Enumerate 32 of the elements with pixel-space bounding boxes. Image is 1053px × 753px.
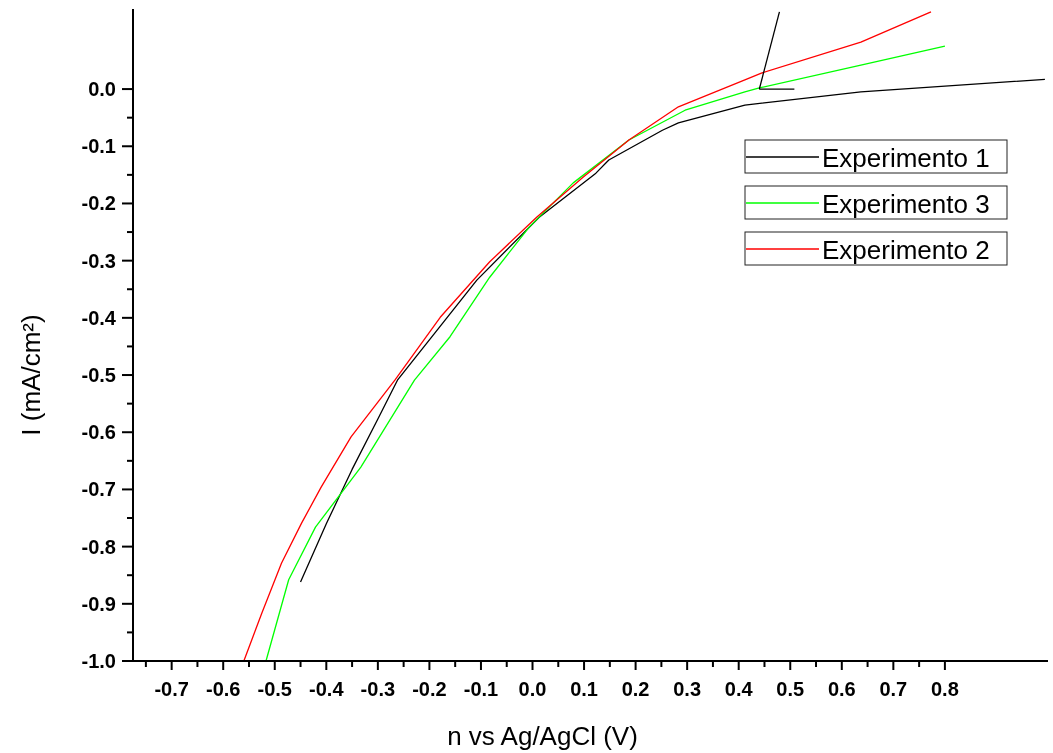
x-tick-label: 0.0 bbox=[518, 678, 547, 700]
x-axis-title: n vs Ag/AgCl (V) bbox=[447, 721, 638, 751]
x-tick-label: 0.1 bbox=[570, 678, 598, 700]
y-tick-label: -0.5 bbox=[81, 364, 116, 387]
y-tick-label: -0.3 bbox=[81, 249, 116, 272]
x-tick-label: -0.6 bbox=[205, 678, 241, 700]
y-tick-label: -0.2 bbox=[81, 192, 116, 215]
y-tick-label: -0.7 bbox=[81, 478, 116, 501]
x-tick-label: -0.4 bbox=[309, 678, 345, 700]
y-tick-label: -1.0 bbox=[81, 650, 116, 672]
y-tick-label: -0.8 bbox=[81, 535, 116, 558]
legend-label: Experimento 3 bbox=[822, 189, 990, 219]
x-tick-label: 0.6 bbox=[827, 678, 856, 700]
x-tick-label: 0.4 bbox=[724, 678, 754, 700]
x-tick-label: 0.7 bbox=[879, 678, 908, 700]
legend-label: Experimento 2 bbox=[822, 235, 990, 265]
legend-label: Experimento 1 bbox=[822, 143, 990, 173]
x-tick-label: 0.5 bbox=[776, 678, 805, 700]
x-tick-label: -0.2 bbox=[412, 678, 447, 700]
y-tick-label: -0.1 bbox=[81, 135, 116, 158]
x-tick-label: -0.3 bbox=[360, 678, 396, 700]
x-tick-label: -0.5 bbox=[257, 678, 292, 700]
x-tick-label: -0.7 bbox=[154, 678, 189, 700]
y-axis-title: I (mA/cm²) bbox=[16, 314, 46, 436]
y-tick-label: -0.4 bbox=[81, 306, 117, 329]
y-tick-label: 0.0 bbox=[88, 78, 116, 101]
x-tick-label: 0.3 bbox=[673, 678, 702, 700]
x-tick-label: 0.8 bbox=[931, 678, 959, 700]
x-tick-label: 0.2 bbox=[621, 678, 650, 700]
y-tick-label: -0.6 bbox=[81, 421, 116, 444]
y-tick-label: -0.9 bbox=[81, 592, 116, 615]
x-tick-label: -0.1 bbox=[463, 678, 499, 700]
